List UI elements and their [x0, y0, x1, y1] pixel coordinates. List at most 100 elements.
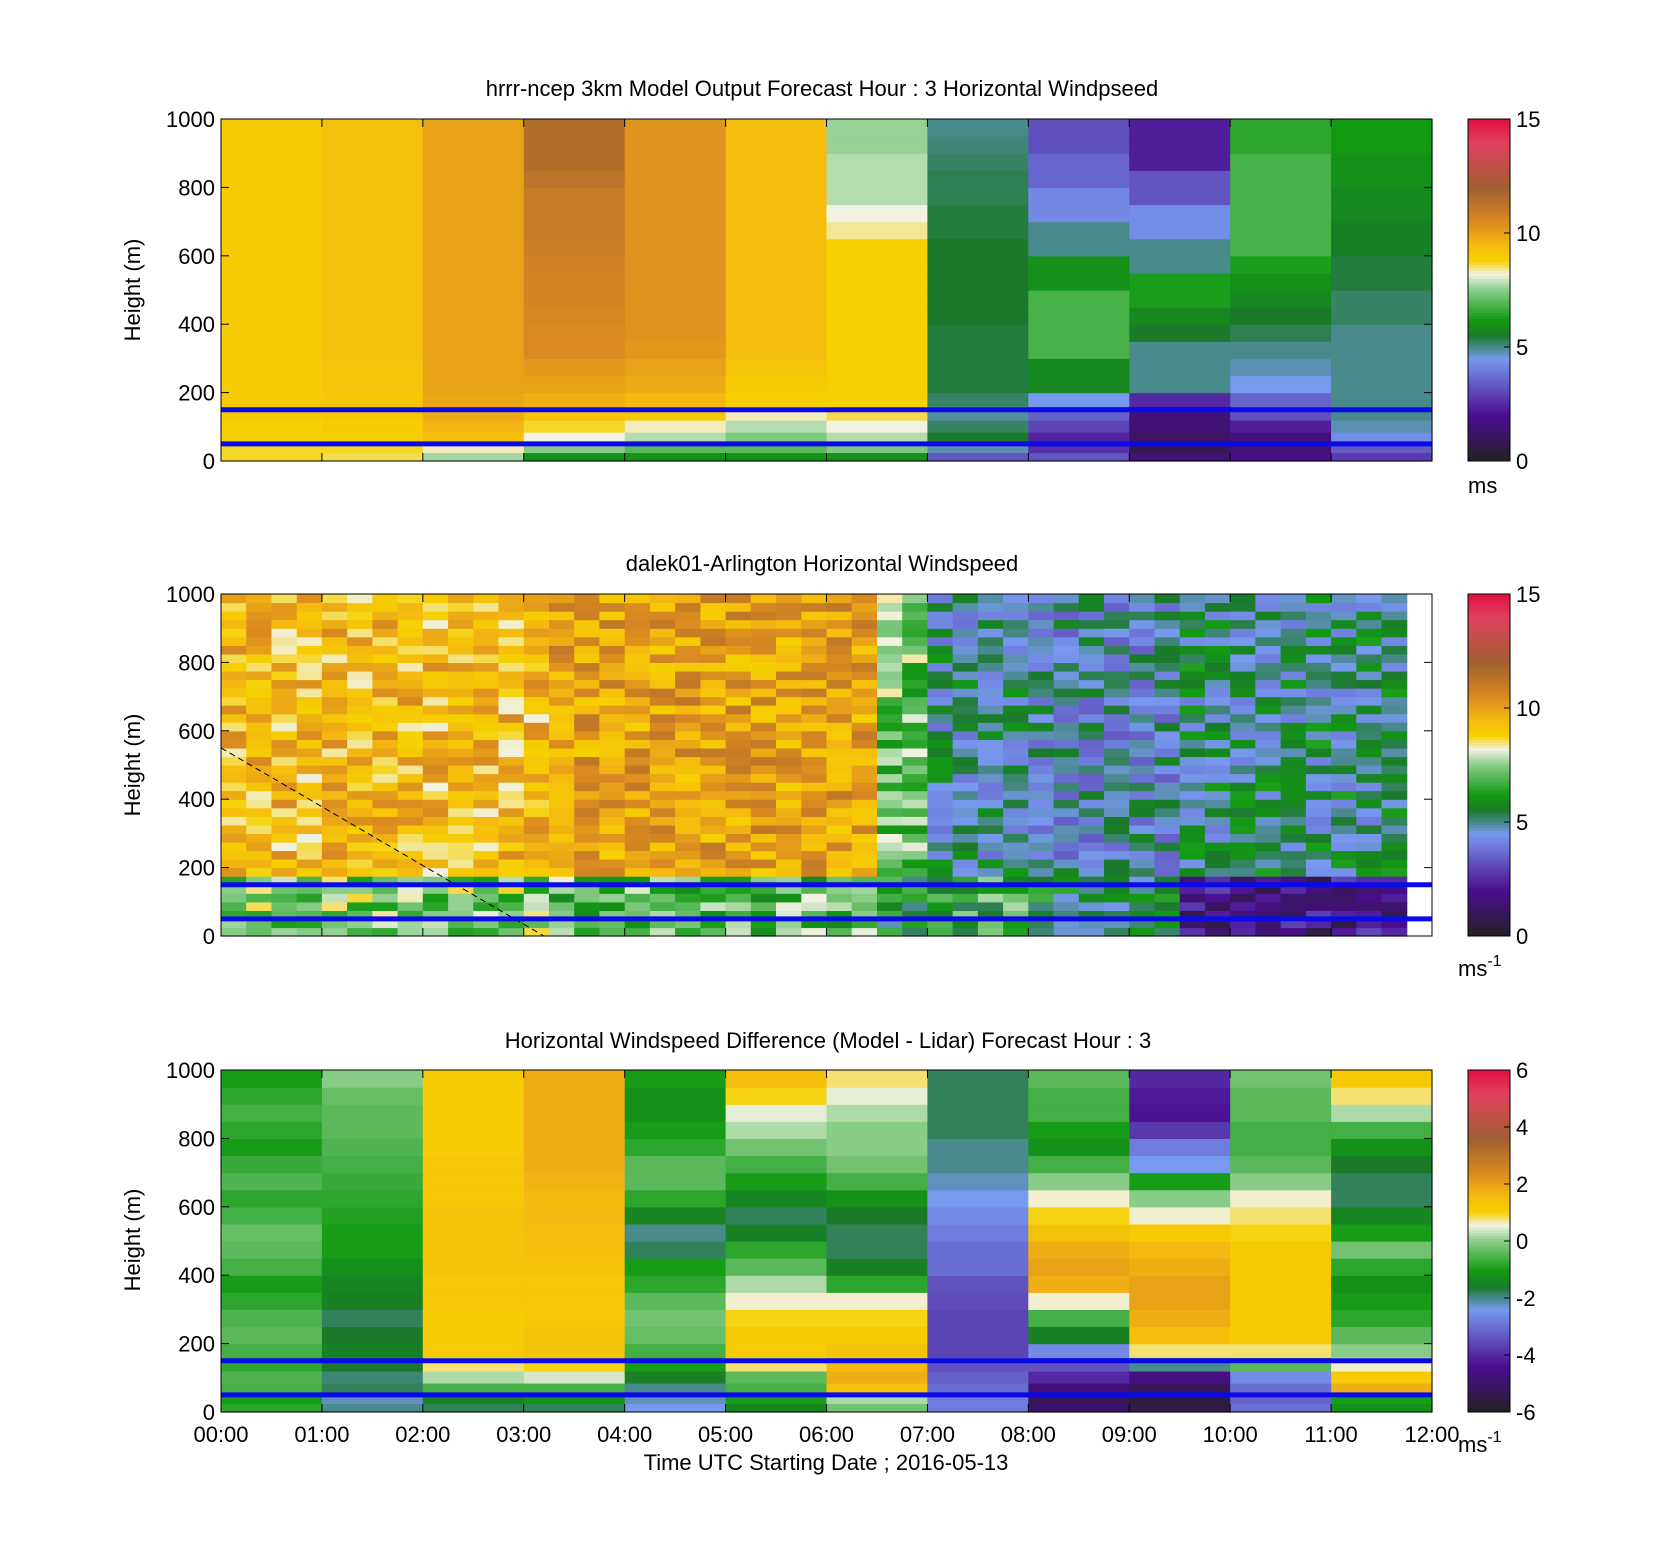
heatmap-cell — [221, 1258, 323, 1276]
heatmap-cell — [1280, 850, 1307, 860]
heatmap-cell — [372, 765, 399, 775]
heatmap-cell — [1331, 901, 1357, 911]
heatmap-cell — [549, 790, 575, 800]
heatmap-cell — [498, 671, 525, 681]
heatmap-cell — [1331, 290, 1433, 308]
heatmap-cell — [1255, 816, 1282, 826]
heatmap-cell — [902, 790, 928, 800]
heatmap-cell — [675, 645, 701, 655]
heatmap-cell — [473, 756, 500, 766]
heatmap-cell — [1028, 1172, 1130, 1191]
heatmap-cell — [927, 671, 954, 681]
heatmap-cell — [1356, 645, 1383, 655]
heatmap-cell — [977, 730, 1004, 740]
colorbar-tick-label: 6 — [1516, 1058, 1528, 1083]
heatmap-cell — [1003, 739, 1029, 749]
heatmap-cell — [826, 153, 928, 171]
heatmap-cell — [1305, 636, 1332, 646]
heatmap-cell — [1179, 918, 1206, 929]
heatmap-cell — [1003, 833, 1029, 843]
heatmap-cell — [523, 452, 626, 462]
heatmap-cell — [1255, 653, 1282, 663]
colorbar-swatch — [1468, 1087, 1510, 1091]
heatmap-cell — [927, 918, 954, 929]
heatmap-cell — [473, 867, 500, 877]
colorbar-swatch — [1468, 853, 1510, 857]
heatmap-cell — [1078, 876, 1105, 886]
heatmap-cell — [927, 1172, 1029, 1191]
heatmap-cell — [1154, 594, 1181, 604]
heatmap-cell — [1230, 730, 1256, 740]
heatmap-cell — [1331, 850, 1357, 860]
panel-1-colorbar-unit: ms — [1468, 473, 1497, 498]
heatmap-cell — [549, 901, 575, 911]
colorbar-swatch — [1468, 344, 1510, 348]
colorbar-swatch — [1468, 1089, 1510, 1094]
heatmap-cell — [448, 782, 474, 792]
heatmap-cell — [498, 765, 525, 775]
heatmap-cell — [246, 876, 272, 886]
heatmap-cell — [927, 375, 1029, 394]
heatmap-cell — [1381, 747, 1408, 758]
heatmap-cell — [1154, 859, 1181, 869]
heatmap-cell — [902, 910, 928, 920]
colorbar-swatch — [1468, 210, 1510, 214]
heatmap-cell — [221, 842, 247, 852]
heatmap-cell — [271, 602, 298, 612]
colorbar-swatch — [1468, 1164, 1510, 1168]
heatmap-cell — [221, 1070, 323, 1088]
heatmap-cell — [1255, 799, 1282, 809]
heatmap-cell — [1104, 833, 1130, 843]
heatmap-cell — [1356, 705, 1383, 715]
heatmap-cell — [1356, 688, 1383, 698]
heatmap-cell — [549, 594, 575, 604]
heatmap-cell — [927, 290, 1029, 308]
heatmap-cell — [296, 653, 323, 663]
colorbar-swatch — [1468, 381, 1510, 385]
heatmap-cell — [1331, 1189, 1433, 1208]
heatmap-cell — [1381, 927, 1408, 937]
heatmap-cell — [296, 739, 323, 749]
heatmap-cell — [422, 884, 449, 894]
x-tick-label: 10:00 — [1203, 1422, 1258, 1447]
heatmap-cell — [1078, 824, 1105, 834]
heatmap-cell — [321, 136, 424, 154]
heatmap-cell — [700, 671, 727, 681]
heatmap-cell — [574, 756, 600, 766]
heatmap-cell — [473, 807, 500, 817]
heatmap-cell — [523, 696, 550, 706]
heatmap-cell — [1255, 688, 1282, 698]
heatmap-cell — [1129, 272, 1231, 291]
heatmap-cell — [271, 833, 298, 843]
heatmap-cell — [1028, 696, 1055, 706]
heatmap-cell — [826, 1155, 928, 1174]
heatmap-cell — [246, 619, 272, 629]
heatmap-cell — [498, 884, 525, 894]
heatmap-cell — [700, 705, 727, 715]
heatmap-cell — [675, 910, 701, 920]
heatmap-cell — [1129, 1403, 1231, 1413]
colorbar-swatch — [1468, 1303, 1510, 1308]
heatmap-cell — [1255, 730, 1282, 740]
heatmap-cell — [523, 1241, 626, 1259]
heatmap-cell — [1331, 1121, 1433, 1139]
heatmap-cell — [927, 876, 954, 886]
heatmap-cell — [1129, 1087, 1231, 1105]
heatmap-cell — [599, 782, 626, 792]
heatmap-cell — [1255, 850, 1282, 860]
heatmap-cell — [1028, 799, 1055, 809]
heatmap-cell — [1053, 893, 1080, 903]
colorbar-swatch — [1468, 347, 1510, 351]
heatmap-cell — [1280, 602, 1307, 612]
heatmap-cell — [675, 893, 701, 903]
heatmap-cell — [927, 594, 954, 604]
heatmap-cell — [448, 645, 474, 655]
heatmap-cell — [1356, 611, 1383, 621]
panel-2-heatmap-cells — [221, 594, 1408, 937]
heatmap-cell — [1280, 859, 1307, 869]
heatmap-cell — [448, 901, 474, 911]
heatmap-cell — [1053, 688, 1080, 698]
heatmap-cell — [1280, 594, 1307, 604]
heatmap-cell — [877, 756, 903, 766]
heatmap-cell — [1331, 790, 1357, 800]
